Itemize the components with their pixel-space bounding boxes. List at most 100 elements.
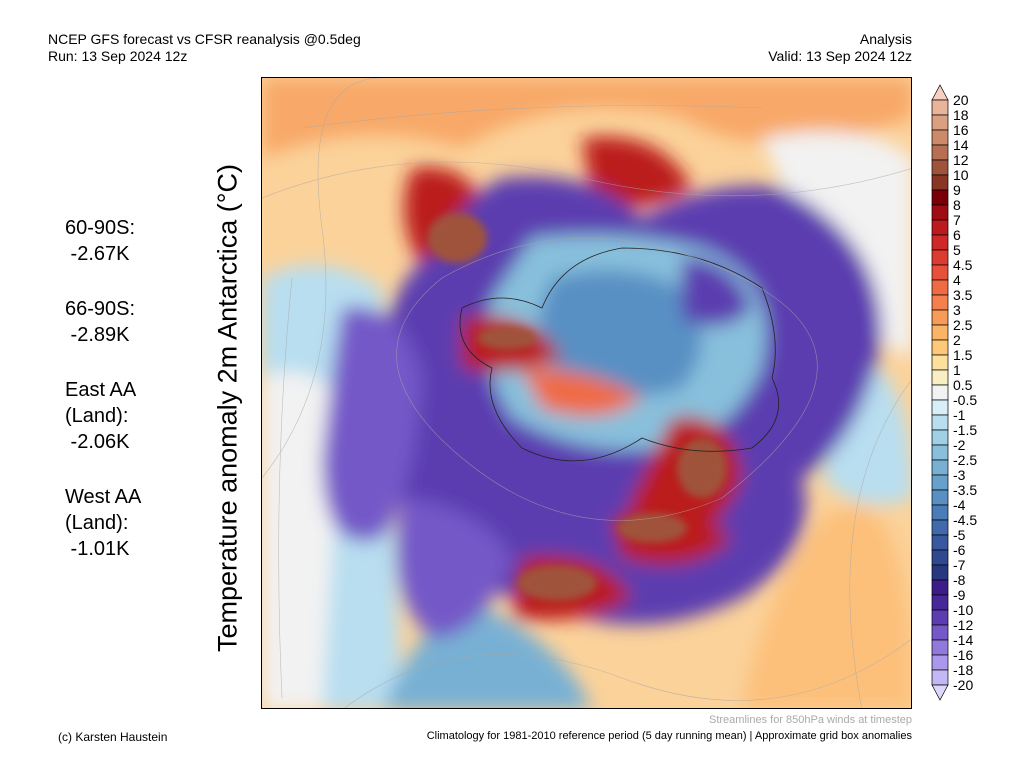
colorbar-tick-label: 3.5 xyxy=(953,287,973,303)
colorbar-swatch xyxy=(931,294,949,311)
colorbar-swatch xyxy=(931,129,949,146)
colorbar-tick-label: 6 xyxy=(953,227,961,243)
colorbar-tick-label: -10 xyxy=(953,602,974,618)
colorbar-swatch xyxy=(931,504,949,521)
stat-label: West AA (Land): xyxy=(65,486,142,534)
colorbar-swatch xyxy=(931,594,949,611)
colorbar-swatch xyxy=(931,609,949,626)
colorbar-tick-label: 0.5 xyxy=(953,377,973,393)
colorbar-tick-label: -6 xyxy=(953,542,966,558)
colorbar-swatch xyxy=(931,639,949,656)
stat-label: 66-90S: xyxy=(65,298,136,320)
analysis-label: Analysis xyxy=(859,31,912,47)
colorbar-tick-label: 12 xyxy=(953,152,969,168)
credit: (c) Karsten Haustein xyxy=(58,730,168,744)
colorbar-swatch xyxy=(931,624,949,641)
colorbar-tick-label: 4 xyxy=(953,272,961,288)
colorbar-swatch xyxy=(931,114,949,131)
colorbar-swatch xyxy=(931,534,949,551)
stat-value: -1.01K xyxy=(65,538,130,560)
stat-value: -2.67K xyxy=(65,243,130,265)
colorbar-swatch xyxy=(931,234,949,251)
colorbar-swatch xyxy=(931,519,949,536)
colorbar-tick-label: -20 xyxy=(953,677,974,693)
colorbar-swatch xyxy=(931,144,949,161)
colorbar-swatch xyxy=(931,399,949,416)
colorbar-tick-label: -1 xyxy=(953,407,966,423)
colorbar-tick-label: 2 xyxy=(953,332,961,348)
colorbar-tick-label: 1 xyxy=(953,362,961,378)
colorbar-tick-label: 3 xyxy=(953,302,961,318)
colorbar-tick-label: 8 xyxy=(953,197,961,213)
colorbar-swatch xyxy=(931,414,949,431)
colorbar-swatch xyxy=(931,159,949,176)
colorbar-swatch xyxy=(931,189,949,206)
colorbar-swatch xyxy=(931,249,949,266)
stat-west-aa: West AA (Land): -1.01K xyxy=(65,484,141,562)
colorbar-tick-label: 5 xyxy=(953,242,961,258)
colorbar-swatch xyxy=(931,369,949,386)
colorbar-swatch xyxy=(931,264,949,281)
colorbar-swatch xyxy=(931,549,949,566)
colorbar-tick-label: 10 xyxy=(953,167,969,183)
colorbar-tick-label: 14 xyxy=(953,137,969,153)
colorbar-tick-label: -7 xyxy=(953,557,966,573)
colorbar-tick-label: 7 xyxy=(953,212,961,228)
colorbar-swatch xyxy=(931,339,949,356)
colorbar-tick-label: -14 xyxy=(953,632,974,648)
colorbar-tick-label: 2.5 xyxy=(953,317,973,333)
stat-66-90s: 66-90S: -2.89K xyxy=(65,296,135,348)
colorbar-under-triangle xyxy=(931,684,949,701)
colorbar-swatch xyxy=(931,324,949,341)
product-title: NCEP GFS forecast vs CFSR reanalysis @0.… xyxy=(48,31,361,47)
colorbar-swatch xyxy=(931,219,949,236)
stat-value: -2.89K xyxy=(65,324,130,346)
colorbar-tick-label: 4.5 xyxy=(953,257,973,273)
colorbar-swatch xyxy=(931,174,949,191)
colorbar-swatch xyxy=(931,654,949,671)
stat-value: -2.06K xyxy=(65,431,130,453)
colorbar-swatch xyxy=(931,429,949,446)
colorbar xyxy=(930,84,952,709)
streamline-note: Streamlines for 850hPa winds at timestep xyxy=(709,714,912,726)
colorbar-tick-label: -3 xyxy=(953,467,966,483)
colorbar-tick-label: -2 xyxy=(953,437,966,453)
colorbar-over-triangle xyxy=(931,84,949,101)
colorbar-tick-label: -4 xyxy=(953,497,966,513)
colorbar-swatch xyxy=(931,384,949,401)
anomaly-map xyxy=(261,77,912,709)
colorbar-swatch xyxy=(931,309,949,326)
colorbar-swatch xyxy=(931,204,949,221)
colorbar-tick-label: -3.5 xyxy=(953,482,978,498)
colorbar-tick-label: 20 xyxy=(953,92,969,108)
colorbar-tick-label: -16 xyxy=(953,647,974,663)
colorbar-tick-label: -12 xyxy=(953,617,974,633)
colorbar-tick-label: -8 xyxy=(953,572,966,588)
colorbar-tick-label: -4.5 xyxy=(953,512,978,528)
colorbar-tick-label: -1.5 xyxy=(953,422,978,438)
header-right: Analysis Valid: 13 Sep 2024 12z xyxy=(768,31,912,65)
map-title: Temperature anomaly 2m Antarctica (°C) xyxy=(212,164,243,652)
colorbar-swatch xyxy=(931,669,949,686)
stat-60-90s: 60-90S: -2.67K xyxy=(65,215,135,267)
stat-label: East AA (Land): xyxy=(65,379,137,427)
colorbar-swatch xyxy=(931,279,949,296)
colorbar-swatch xyxy=(931,444,949,461)
colorbar-swatch xyxy=(931,99,949,116)
colorbar-swatch xyxy=(931,459,949,476)
colorbar-swatch xyxy=(931,489,949,506)
run-time: Run: 13 Sep 2024 12z xyxy=(48,48,188,64)
colorbar-tick-label: -2.5 xyxy=(953,452,978,468)
colorbar-tick-label: 1.5 xyxy=(953,347,973,363)
colorbar-tick-label: -9 xyxy=(953,587,966,603)
colorbar-tick-label: 16 xyxy=(953,122,969,138)
colorbar-swatch xyxy=(931,579,949,596)
colorbar-swatch xyxy=(931,474,949,491)
colorbar-tick-label: 18 xyxy=(953,107,969,123)
header-left: NCEP GFS forecast vs CFSR reanalysis @0.… xyxy=(48,31,361,65)
climatology-note: Climatology for 1981-2010 reference peri… xyxy=(426,730,912,742)
colorbar-tick-label: -18 xyxy=(953,662,974,678)
stat-east-aa: East AA (Land): -2.06K xyxy=(65,377,136,455)
colorbar-tick-label: -0.5 xyxy=(953,392,978,408)
